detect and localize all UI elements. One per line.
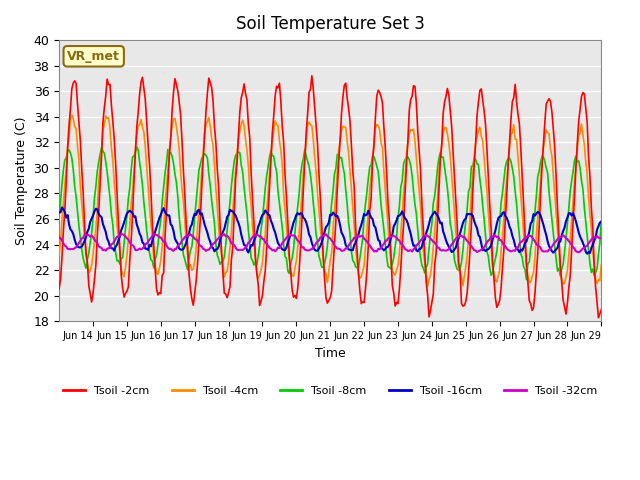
Text: VR_met: VR_met xyxy=(67,50,120,63)
Title: Soil Temperature Set 3: Soil Temperature Set 3 xyxy=(236,15,425,33)
Y-axis label: Soil Temperature (C): Soil Temperature (C) xyxy=(15,117,28,245)
Legend: Tsoil -2cm, Tsoil -4cm, Tsoil -8cm, Tsoil -16cm, Tsoil -32cm: Tsoil -2cm, Tsoil -4cm, Tsoil -8cm, Tsoi… xyxy=(58,381,602,400)
X-axis label: Time: Time xyxy=(315,347,346,360)
